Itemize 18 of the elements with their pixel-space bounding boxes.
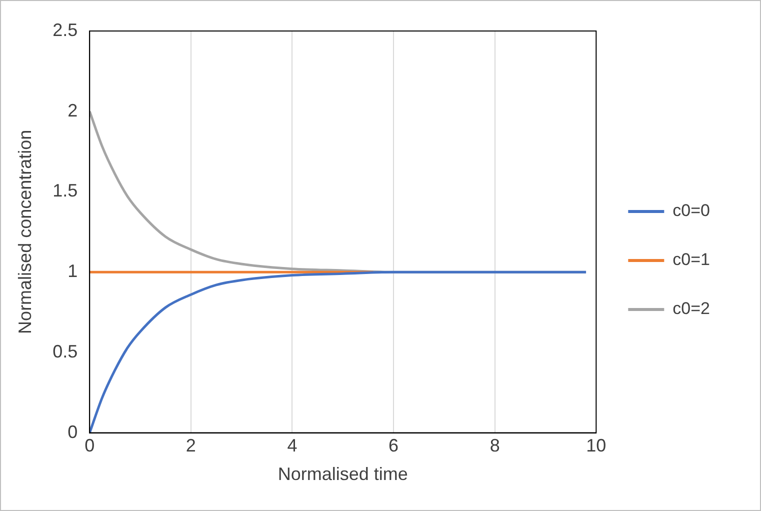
- x-tick-label: 2: [186, 436, 196, 456]
- x-tick-label: 8: [490, 436, 500, 456]
- y-tick-label: 2: [68, 100, 78, 120]
- y-tick-label: 1.5: [52, 180, 78, 201]
- y-tick-label: 0: [68, 422, 78, 442]
- x-tick-label: 6: [388, 436, 399, 456]
- y-tick-label: 1: [68, 261, 78, 282]
- legend-label: c0=0: [672, 201, 710, 220]
- y-axis-title: Normalised concentration: [14, 130, 35, 334]
- legend-label: c0=2: [672, 299, 710, 318]
- x-tick-label: 0: [84, 436, 95, 456]
- legend-label: c0=1: [672, 250, 710, 270]
- x-tick-label: 10: [586, 436, 606, 456]
- y-tick-label: 0.5: [52, 341, 78, 362]
- line-series: [90, 270, 588, 433]
- x-axis-title: Normalised time: [278, 464, 408, 484]
- y-tick-label: 2.5: [52, 20, 78, 40]
- x-tick-label: 4: [287, 436, 298, 456]
